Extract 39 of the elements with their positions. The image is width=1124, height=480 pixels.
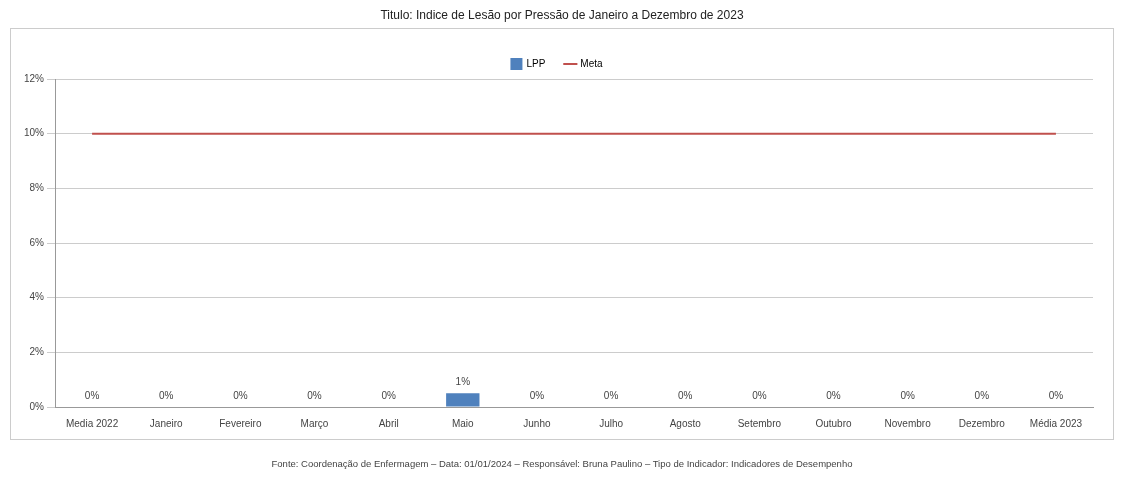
x-tick-label: Junho xyxy=(523,417,551,429)
x-tick-label: Julho xyxy=(599,417,624,429)
data-label: 0% xyxy=(603,389,619,401)
data-label: 0% xyxy=(1048,389,1064,401)
data-label: 0% xyxy=(233,389,248,401)
data-label: 0% xyxy=(381,389,396,401)
x-tick-label: Abril xyxy=(378,417,399,429)
y-tick-label: 6% xyxy=(29,236,45,248)
x-tick-label: Maio xyxy=(451,417,475,429)
data-label: 0% xyxy=(84,389,100,401)
x-tick-label: Média 2023 xyxy=(1029,417,1083,429)
data-label: 0% xyxy=(974,389,990,401)
data-label: 0% xyxy=(159,389,174,401)
x-tick-label: Novembro xyxy=(884,417,932,429)
data-label: 0% xyxy=(752,389,767,401)
source-note: Fonte: Coordenação de Enfermagem – Data: 01/01/2024 – Responsável: Bruna Paulino – Tipo de Indicador: Indicadores de Desempenho xyxy=(270,458,854,469)
legend-label: Meta xyxy=(580,57,603,69)
x-tick-label: Agosto xyxy=(669,417,702,429)
x-tick-label: Fevereiro xyxy=(219,417,262,429)
x-tick-label: Media 2022 xyxy=(65,417,119,429)
x-tick-label: Outubro xyxy=(815,417,852,429)
data-label: 0% xyxy=(529,389,545,401)
data-label: 1% xyxy=(455,376,471,388)
y-tick-label: 2% xyxy=(29,346,45,358)
data-label: 0% xyxy=(900,389,915,401)
y-tick-label: 4% xyxy=(29,291,45,303)
y-tick-label: 10% xyxy=(24,127,45,139)
y-tick-label: 0% xyxy=(29,400,45,412)
y-tick-label: 8% xyxy=(29,182,45,194)
data-label: 0% xyxy=(307,389,322,401)
data-label: 0% xyxy=(677,389,693,401)
y-tick-label: 12% xyxy=(24,72,45,84)
legend-label: LPP xyxy=(526,57,546,69)
x-tick-label: Dezembro xyxy=(958,417,1006,429)
x-tick-label: Janeiro xyxy=(149,417,184,429)
chart-title: Titulo: Indice de Lesão por Pressão de Janeiro a Dezembro de 2023 xyxy=(379,8,745,22)
x-tick-label: Março xyxy=(300,417,329,429)
data-label: 0% xyxy=(826,389,841,401)
x-tick-label: Setembro xyxy=(737,417,782,429)
